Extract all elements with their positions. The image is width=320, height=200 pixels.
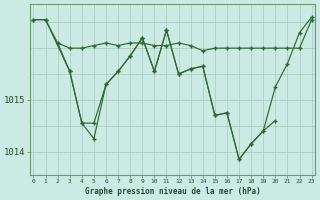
X-axis label: Graphe pression niveau de la mer (hPa): Graphe pression niveau de la mer (hPa)	[85, 187, 260, 196]
